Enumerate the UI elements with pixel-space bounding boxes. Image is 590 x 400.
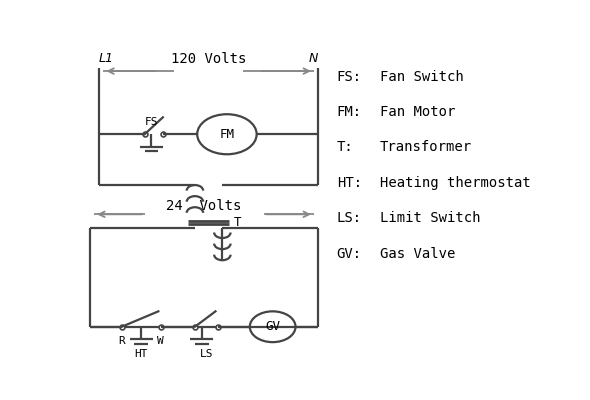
Text: T:: T: [337,140,353,154]
Text: Limit Switch: Limit Switch [380,211,481,225]
Text: Transformer: Transformer [380,140,472,154]
Text: LS:: LS: [337,211,362,225]
Text: Heating thermostat: Heating thermostat [380,176,531,190]
Text: GV: GV [265,320,280,333]
Text: HT:: HT: [337,176,362,190]
Text: Fan Motor: Fan Motor [380,105,455,119]
Text: Fan Switch: Fan Switch [380,70,464,84]
Text: W: W [158,336,164,346]
Text: FS: FS [145,116,158,126]
Text: 24  Volts: 24 Volts [166,199,242,213]
Text: Gas Valve: Gas Valve [380,247,455,261]
Text: HT: HT [135,349,148,359]
Text: R: R [119,336,125,346]
Text: FM: FM [219,128,234,141]
Text: L1: L1 [99,52,114,65]
Text: FS:: FS: [337,70,362,84]
Text: N: N [309,52,319,65]
Text: T: T [234,216,241,229]
Text: 120 Volts: 120 Volts [171,52,247,66]
Text: LS: LS [199,349,213,359]
Text: FM:: FM: [337,105,362,119]
Text: GV:: GV: [337,247,362,261]
